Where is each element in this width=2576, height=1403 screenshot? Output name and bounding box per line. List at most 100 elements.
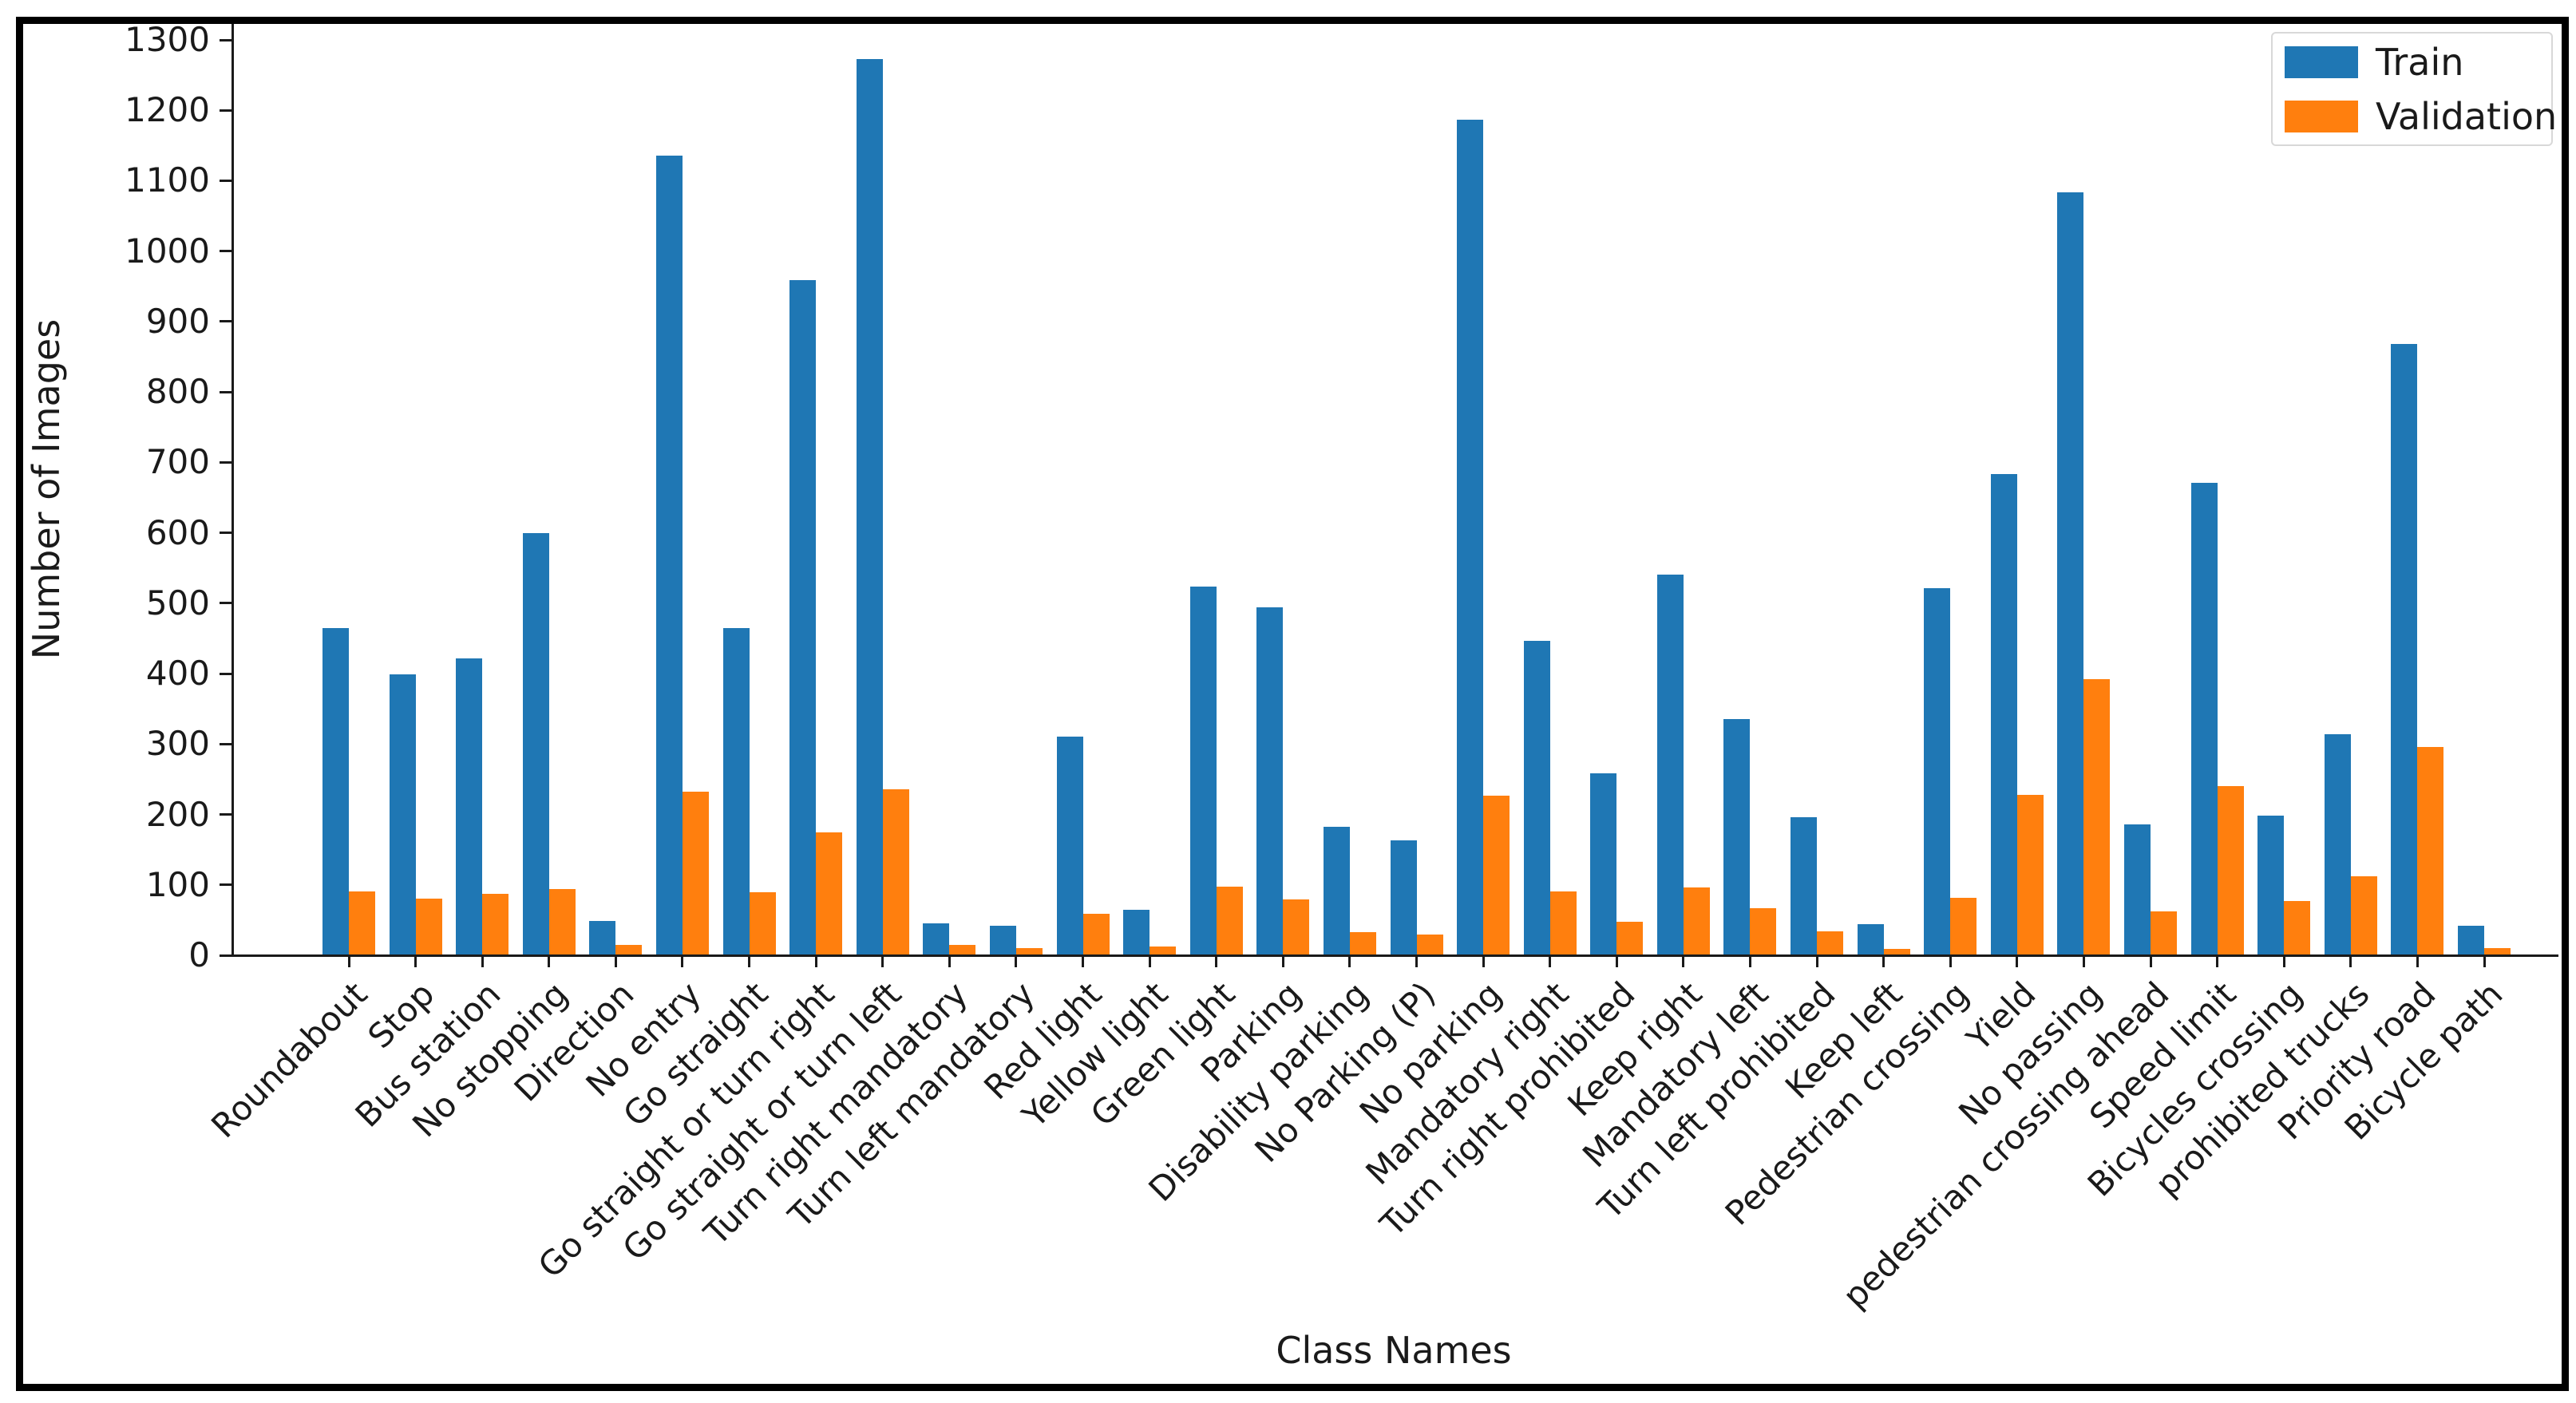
bar-validation [2484,948,2511,955]
bar-validation [1216,887,1243,955]
bar-train [2257,816,2285,955]
y-tick-mark [220,250,231,253]
x-tick-mark [1615,955,1618,967]
y-tick-label: 800 [145,372,210,412]
bar-validation [615,945,643,955]
x-tick-mark [748,955,751,967]
bar-validation [1483,796,1510,955]
bar-validation [1549,891,1577,955]
x-tick-mark [1015,955,1018,967]
bar-train [2124,824,2151,955]
y-tick-label: 1200 [125,90,210,130]
x-tick-mark [2282,955,2285,967]
legend: Train Validation [2271,32,2557,146]
y-tick-label: 400 [145,654,210,694]
bar-train [322,628,349,955]
bar-validation [2016,795,2044,955]
x-tick-mark [1949,955,1952,967]
bar-validation [1082,914,1110,955]
y-tick-mark [220,179,231,182]
x-tick-mark [2082,955,2085,967]
x-tick-mark [1682,955,1685,967]
bar-validation [1416,935,1443,955]
y-tick-mark [220,883,231,887]
bar-train [1457,120,1484,955]
legend-label-validation: Validation [2376,95,2558,138]
bar-train [2458,926,2484,955]
x-tick-mark [1281,955,1284,967]
x-tick-mark [1748,955,1751,967]
y-tick-label: 600 [145,512,210,552]
y-tick-label: 700 [145,442,210,482]
x-tick-mark [2483,955,2486,967]
x-tick-mark [1215,955,1218,967]
y-tick-label: 900 [145,301,210,341]
x-tick-mark [1348,955,1351,967]
bar-train [856,59,883,955]
bar-validation [1283,899,1310,955]
train-swatch-icon [2285,46,2358,78]
y-axis-line [231,24,234,957]
x-tick-mark [2016,955,2019,967]
legend-entry-validation: Validation [2285,98,2557,135]
bar-validation [749,892,776,955]
bar-train [1590,773,1617,955]
x-tick-mark [548,955,551,967]
bar-train [589,921,616,955]
y-tick-mark [220,38,231,41]
y-tick-label: 200 [145,794,210,834]
bar-train [989,926,1016,955]
x-tick-mark [1415,955,1418,967]
bar-validation [816,832,843,955]
bar-train [456,658,483,955]
bar-train [1523,641,1550,955]
bar-train [1924,588,1951,955]
bar-train [2391,344,2418,955]
bar-train [2190,483,2218,955]
x-tick-mark [347,955,350,967]
x-tick-mark [1882,955,1886,967]
bar-train [655,156,683,955]
bar-train [2324,734,2351,955]
y-tick-label: 500 [145,583,210,622]
bar-validation [1950,898,1977,955]
bar-validation [2217,786,2244,955]
bar-train [1791,817,1818,955]
bar-train [923,923,950,955]
x-tick-mark [2349,955,2352,967]
x-tick-mark [881,955,884,967]
legend-entry-train: Train [2285,44,2463,81]
bar-train [1723,719,1751,955]
x-tick-mark [2416,955,2419,967]
y-tick-label: 1000 [125,231,210,271]
x-tick-mark [2216,955,2219,967]
bar-validation [2151,911,2178,955]
x-tick-mark [814,955,817,967]
y-tick-label: 0 [188,935,210,974]
y-tick-mark [220,460,231,464]
bar-train [522,533,549,955]
x-tick-mark [1482,955,1485,967]
bar-train [1256,607,1284,955]
x-tick-mark [681,955,684,967]
bar-validation [2417,747,2444,955]
bar-validation [2284,901,2311,955]
legend-label-train: Train [2376,41,2464,84]
bar-train [1323,827,1350,955]
y-tick-mark [220,742,231,745]
bar-validation [882,789,909,955]
y-tick-label: 1100 [125,160,210,200]
x-tick-mark [1549,955,1552,967]
figure-frame [16,17,2569,1391]
bar-validation [2083,679,2111,955]
x-tick-mark [414,955,417,967]
bar-validation [682,792,709,955]
y-tick-mark [220,602,231,605]
bar-validation [1616,922,1644,955]
y-tick-label: 300 [145,724,210,764]
bar-validation [1750,908,1777,955]
x-tick-mark [2149,955,2152,967]
bar-train [722,628,750,955]
x-axis-title: Class Names [1276,1329,1512,1372]
